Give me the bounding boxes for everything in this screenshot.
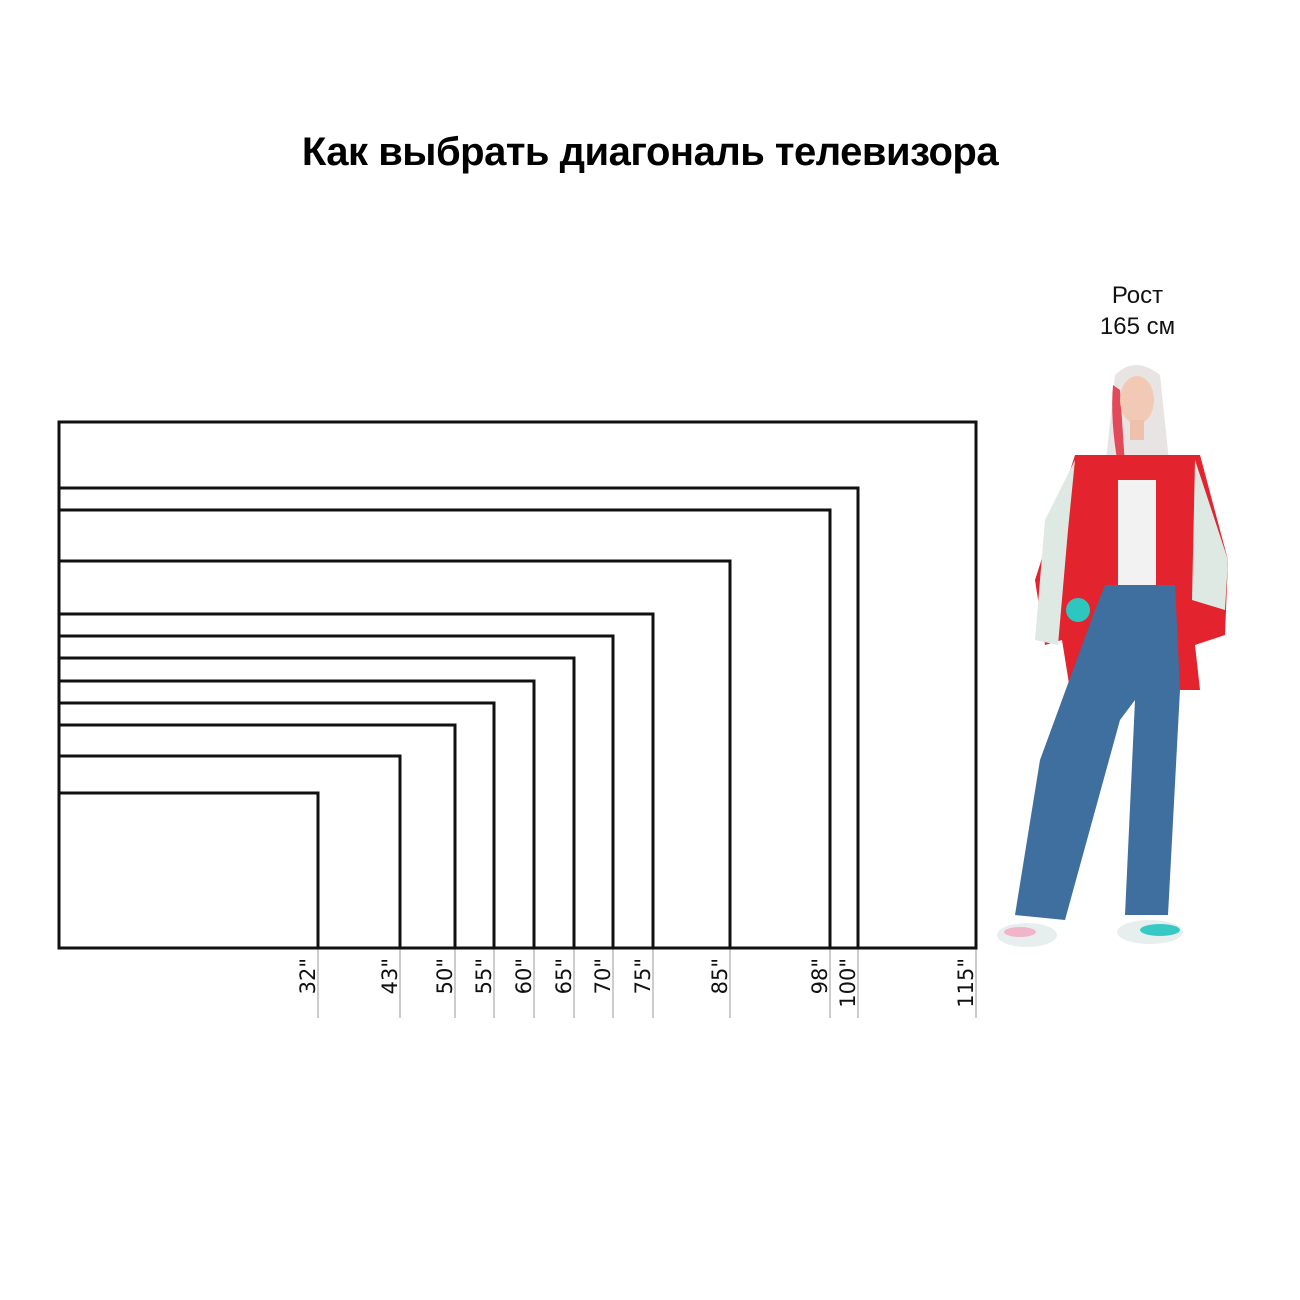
- tv-rect-115: [57, 420, 978, 950]
- diagonal-label: 43": [378, 958, 402, 994]
- person-height-label: Рост 165 см: [1080, 280, 1195, 342]
- height-label-line1: Рост: [1111, 282, 1164, 309]
- page-title: Как выбрать диагональ телевизора: [301, 130, 999, 174]
- diagonal-label: 75": [631, 958, 655, 994]
- diagonal-label: 65": [552, 958, 576, 994]
- diagonal-label: 115": [954, 958, 978, 1008]
- diagonal-label: 85": [708, 958, 732, 994]
- diagonal-label: 60": [512, 958, 536, 994]
- height-label-line2: 165 см: [1099, 313, 1176, 340]
- diagonal-label: 32": [296, 958, 320, 994]
- person-illustration: [997, 365, 1228, 947]
- diagonal-label: 55": [472, 958, 496, 994]
- diagonal-label: 70": [591, 958, 615, 994]
- diagonal-label: 50": [433, 958, 457, 994]
- diagonal-label: 100": [836, 958, 860, 1008]
- diagonal-label: 98": [808, 958, 832, 994]
